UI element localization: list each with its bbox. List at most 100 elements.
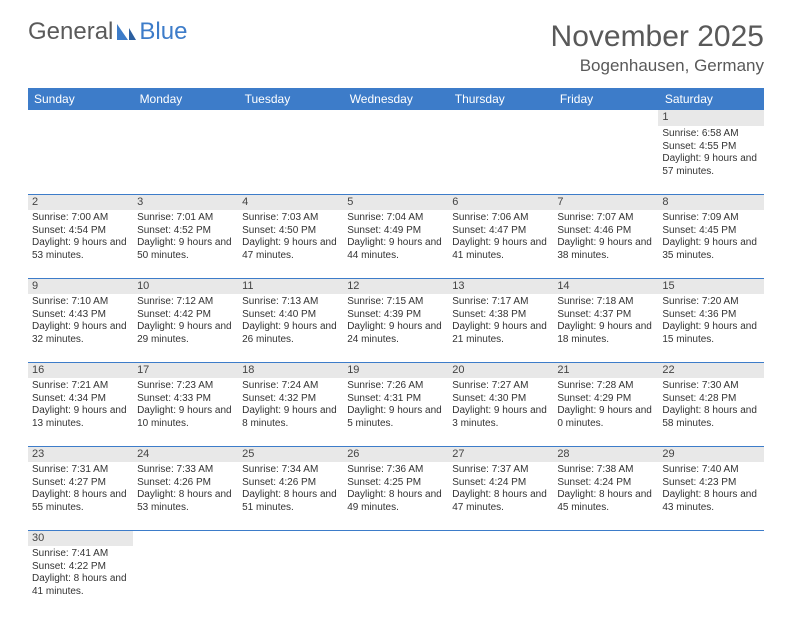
week-row: Sunrise: 7:21 AMSunset: 4:34 PMDaylight:…	[28, 378, 764, 446]
calendar-head: SundayMondayTuesdayWednesdayThursdayFrid…	[28, 88, 764, 110]
sunrise-text: Sunrise: 7:31 AM	[32, 464, 129, 477]
daylight-text: Daylight: 8 hours and 58 minutes.	[662, 405, 759, 430]
day-cell: Sunrise: 7:03 AMSunset: 4:50 PMDaylight:…	[238, 210, 343, 278]
sunrise-text: Sunrise: 7:26 AM	[347, 380, 444, 393]
sunset-text: Sunset: 4:27 PM	[32, 477, 129, 490]
sunrise-text: Sunrise: 7:03 AM	[242, 212, 339, 225]
day-number: 15	[658, 279, 763, 293]
day-number: 20	[448, 363, 553, 377]
daynum-cell: 15	[658, 278, 763, 294]
sunrise-text: Sunrise: 6:58 AM	[662, 128, 759, 141]
daynum-cell: 19	[343, 362, 448, 378]
sunrise-text: Sunrise: 7:28 AM	[557, 380, 654, 393]
day-detail: Sunrise: 7:13 AMSunset: 4:40 PMDaylight:…	[238, 294, 343, 350]
daylight-text: Daylight: 9 hours and 44 minutes.	[347, 237, 444, 262]
day-detail: Sunrise: 7:28 AMSunset: 4:29 PMDaylight:…	[553, 378, 658, 434]
day-number: 18	[238, 363, 343, 377]
sunset-text: Sunset: 4:49 PM	[347, 225, 444, 238]
daynum-row: 2345678	[28, 194, 764, 210]
sunrise-text: Sunrise: 7:36 AM	[347, 464, 444, 477]
daylight-text: Daylight: 9 hours and 0 minutes.	[557, 405, 654, 430]
sunset-text: Sunset: 4:39 PM	[347, 309, 444, 322]
sunrise-text: Sunrise: 7:30 AM	[662, 380, 759, 393]
daynum-row: 9101112131415	[28, 278, 764, 294]
daylight-text: Daylight: 9 hours and 50 minutes.	[137, 237, 234, 262]
day-number: 12	[343, 279, 448, 293]
day-number: 30	[28, 531, 133, 545]
day-number: 17	[133, 363, 238, 377]
day-detail: Sunrise: 7:30 AMSunset: 4:28 PMDaylight:…	[658, 378, 763, 434]
day-number: 3	[133, 195, 238, 209]
day-cell: Sunrise: 7:21 AMSunset: 4:34 PMDaylight:…	[28, 378, 133, 446]
daynum-cell: 1	[658, 110, 763, 126]
day-detail: Sunrise: 7:09 AMSunset: 4:45 PMDaylight:…	[658, 210, 763, 266]
week-row: Sunrise: 7:00 AMSunset: 4:54 PMDaylight:…	[28, 210, 764, 278]
day-number: 6	[448, 195, 553, 209]
daynum-cell: 13	[448, 278, 553, 294]
day-number: 27	[448, 447, 553, 461]
sunset-text: Sunset: 4:34 PM	[32, 393, 129, 406]
daylight-text: Daylight: 8 hours and 49 minutes.	[347, 489, 444, 514]
daynum-cell: 9	[28, 278, 133, 294]
sunset-text: Sunset: 4:40 PM	[242, 309, 339, 322]
day-cell: Sunrise: 7:18 AMSunset: 4:37 PMDaylight:…	[553, 294, 658, 362]
day-detail: Sunrise: 7:07 AMSunset: 4:46 PMDaylight:…	[553, 210, 658, 266]
day-cell: Sunrise: 7:20 AMSunset: 4:36 PMDaylight:…	[658, 294, 763, 362]
day-header: Saturday	[658, 88, 763, 110]
sunset-text: Sunset: 4:38 PM	[452, 309, 549, 322]
daynum-cell: 17	[133, 362, 238, 378]
daynum-cell: 10	[133, 278, 238, 294]
daynum-cell	[343, 530, 448, 546]
day-cell	[343, 546, 448, 614]
logo-text-2: Blue	[139, 20, 187, 44]
week-row: Sunrise: 7:10 AMSunset: 4:43 PMDaylight:…	[28, 294, 764, 362]
sail-icon	[115, 22, 137, 42]
day-cell	[133, 546, 238, 614]
sunset-text: Sunset: 4:33 PM	[137, 393, 234, 406]
sunrise-text: Sunrise: 7:40 AM	[662, 464, 759, 477]
sunset-text: Sunset: 4:43 PM	[32, 309, 129, 322]
day-cell: Sunrise: 7:31 AMSunset: 4:27 PMDaylight:…	[28, 462, 133, 530]
sunrise-text: Sunrise: 7:34 AM	[242, 464, 339, 477]
day-cell: Sunrise: 6:58 AMSunset: 4:55 PMDaylight:…	[658, 126, 763, 194]
day-detail: Sunrise: 7:10 AMSunset: 4:43 PMDaylight:…	[28, 294, 133, 350]
sunset-text: Sunset: 4:42 PM	[137, 309, 234, 322]
daylight-text: Daylight: 9 hours and 26 minutes.	[242, 321, 339, 346]
daynum-cell: 25	[238, 446, 343, 462]
sunrise-text: Sunrise: 7:13 AM	[242, 296, 339, 309]
daylight-text: Daylight: 8 hours and 51 minutes.	[242, 489, 339, 514]
daynum-cell: 22	[658, 362, 763, 378]
sunset-text: Sunset: 4:31 PM	[347, 393, 444, 406]
sunrise-text: Sunrise: 7:21 AM	[32, 380, 129, 393]
daylight-text: Daylight: 9 hours and 21 minutes.	[452, 321, 549, 346]
day-cell	[133, 126, 238, 194]
sunset-text: Sunset: 4:37 PM	[557, 309, 654, 322]
daylight-text: Daylight: 9 hours and 13 minutes.	[32, 405, 129, 430]
sunset-text: Sunset: 4:52 PM	[137, 225, 234, 238]
day-number: 19	[343, 363, 448, 377]
daylight-text: Daylight: 9 hours and 47 minutes.	[242, 237, 339, 262]
day-detail: Sunrise: 7:00 AMSunset: 4:54 PMDaylight:…	[28, 210, 133, 266]
day-cell: Sunrise: 7:36 AMSunset: 4:25 PMDaylight:…	[343, 462, 448, 530]
sunset-text: Sunset: 4:24 PM	[557, 477, 654, 490]
daynum-cell: 11	[238, 278, 343, 294]
day-number: 26	[343, 447, 448, 461]
daynum-cell	[343, 110, 448, 126]
calendar-page: General Blue November 2025 Bogenhausen, …	[0, 0, 792, 634]
logo: General Blue	[28, 20, 187, 44]
day-number: 8	[658, 195, 763, 209]
day-cell: Sunrise: 7:38 AMSunset: 4:24 PMDaylight:…	[553, 462, 658, 530]
day-detail: Sunrise: 7:41 AMSunset: 4:22 PMDaylight:…	[28, 546, 133, 602]
sunset-text: Sunset: 4:45 PM	[662, 225, 759, 238]
day-number: 25	[238, 447, 343, 461]
sunrise-text: Sunrise: 7:18 AM	[557, 296, 654, 309]
day-number: 13	[448, 279, 553, 293]
day-detail: Sunrise: 7:33 AMSunset: 4:26 PMDaylight:…	[133, 462, 238, 518]
sunset-text: Sunset: 4:54 PM	[32, 225, 129, 238]
sunset-text: Sunset: 4:36 PM	[662, 309, 759, 322]
day-cell: Sunrise: 7:17 AMSunset: 4:38 PMDaylight:…	[448, 294, 553, 362]
daynum-cell	[238, 110, 343, 126]
day-cell	[448, 126, 553, 194]
day-number: 23	[28, 447, 133, 461]
week-row: Sunrise: 7:41 AMSunset: 4:22 PMDaylight:…	[28, 546, 764, 614]
